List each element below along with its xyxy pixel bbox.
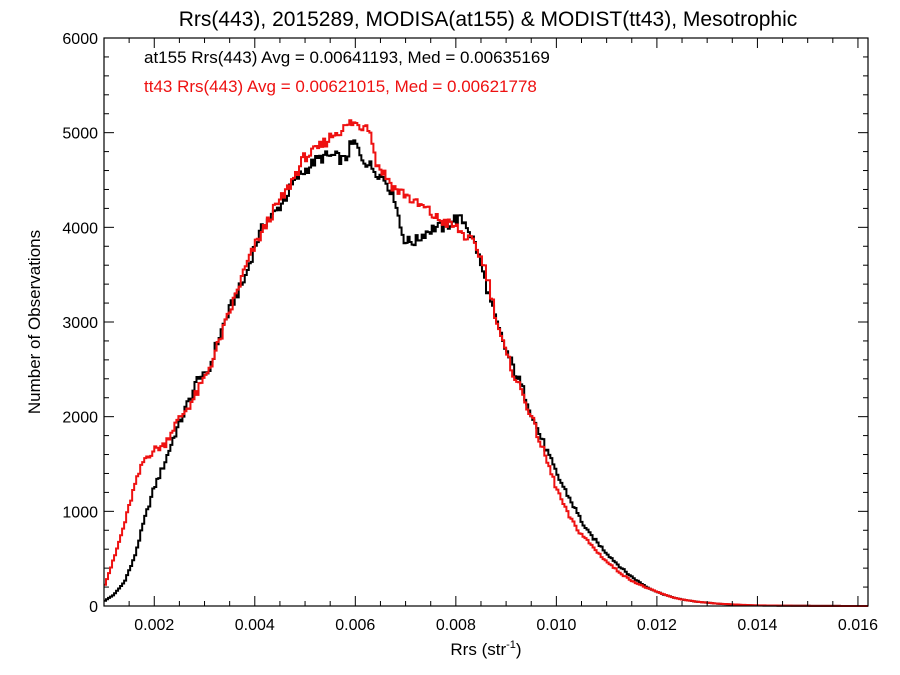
annotation-tt43: tt43 Rrs(443) Avg = 0.00621015, Med = 0.… <box>144 77 537 96</box>
x-tick-label: 0.006 <box>335 617 375 634</box>
y-tick-label: 2000 <box>62 410 98 427</box>
x-tick-label: 0.010 <box>536 617 576 634</box>
x-axis-label: Rrs (str-1) <box>450 639 521 659</box>
x-tick-label: 0.016 <box>838 617 878 634</box>
y-tick-label: 1000 <box>62 504 98 521</box>
x-tick-label: 0.004 <box>235 617 275 634</box>
histogram-series-tt43 <box>104 119 868 607</box>
x-axis-ticks: 0.002 0.004 0.006 0.008 0.010 0.012 0.014 0.016 <box>103 38 878 634</box>
y-tick-label: 5000 <box>62 126 98 143</box>
annotation-at155: at155 Rrs(443) Avg = 0.00641193, Med = 0… <box>144 48 550 67</box>
y-axis-label: Number of Observations <box>25 230 44 414</box>
series-layer <box>104 119 868 607</box>
y-tick-label: 3000 <box>62 315 98 332</box>
x-tick-label: 0.008 <box>436 617 476 634</box>
plot-frame <box>103 37 869 607</box>
chart-title: Rrs(443), 2015289, MODISA(at155) & MODIS… <box>179 8 798 31</box>
histogram-series-at155 <box>104 139 868 607</box>
x-tick-label: 0.012 <box>637 617 677 634</box>
y-tick-label: 6000 <box>62 31 98 48</box>
x-axis-label-main: Rrs (str <box>450 640 506 659</box>
x-tick-label: 0.014 <box>737 617 777 634</box>
x-axis-label-superscript: -1 <box>506 639 516 651</box>
x-tick-label: 0.002 <box>134 617 174 634</box>
y-axis-ticks: 0 1000 2000 3000 4000 5000 6000 <box>62 31 868 616</box>
y-tick-label: 4000 <box>62 220 98 237</box>
y-tick-label: 0 <box>89 599 98 616</box>
x-axis-label-close: ) <box>516 640 522 659</box>
